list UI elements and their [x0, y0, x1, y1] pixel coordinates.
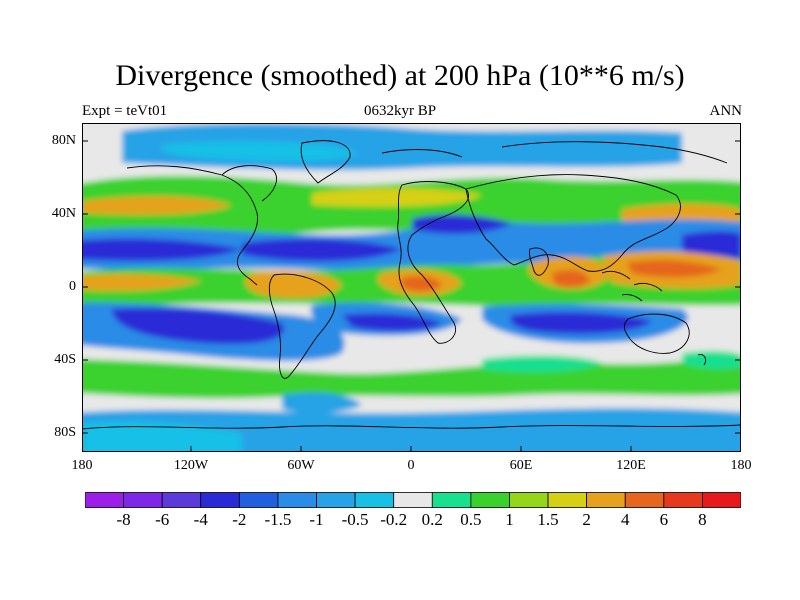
colorbar-swatch: [663, 492, 703, 508]
colorbar-tick-label: -2: [232, 510, 247, 529]
y-tick-label: 40S: [54, 352, 76, 367]
colorbar-swatch: [586, 492, 626, 508]
colorbar-tick-label: -6: [155, 510, 170, 529]
colorbar-tick-label: 2: [582, 510, 591, 529]
coastline-layer: [82, 140, 741, 430]
x-tick-label: 60W: [287, 458, 315, 473]
colorbar-swatch: [509, 492, 549, 508]
x-tick-label: 180: [730, 458, 752, 473]
x-tick-label: 120E: [616, 458, 646, 473]
colorbar-swatch: [354, 492, 395, 508]
colorbar-tick-label: -4: [193, 510, 208, 529]
period-label: 0632kyr BP: [363, 103, 437, 119]
colorbar-tick-label: 6: [659, 510, 669, 529]
colorbar-swatch: [277, 492, 317, 508]
y-tick-label: 80N: [51, 133, 76, 148]
experiment-label: Expt = teVt01: [82, 103, 168, 119]
colorbar-tick-label: -0.5: [341, 510, 369, 529]
colorbar-tick-label: 4: [620, 510, 630, 529]
colorbar-tick-label: 1: [505, 510, 514, 529]
colorbar-swatch: [200, 492, 240, 508]
colorbar-swatch: [624, 492, 665, 508]
x-tick-label: 180: [71, 458, 93, 473]
divergence-map: [82, 123, 741, 452]
colorbar: [85, 492, 741, 508]
y-tick-label: 0: [69, 279, 76, 294]
y-axis-ticks: [82, 140, 741, 434]
colorbar-tick-label: 8: [698, 510, 707, 529]
colorbar-tick-label: 0.5: [460, 510, 482, 529]
colorbar-swatch: [161, 492, 202, 508]
colorbar-swatch: [123, 492, 163, 508]
x-tick-label: 60E: [509, 458, 533, 473]
x-tick-label: 0: [407, 458, 415, 473]
colorbar-swatch: [238, 492, 279, 508]
season-label: ANN: [709, 103, 743, 119]
colorbar-tick-label: -1.5: [264, 510, 292, 529]
colorbar-tick-label: -8: [116, 510, 131, 529]
colorbar-tick-label: -0.2: [380, 510, 408, 529]
colorbar-tick-label: 0.2: [421, 510, 443, 529]
colorbar-swatch: [431, 492, 472, 508]
contour-fill-layer: [82, 123, 741, 452]
colorbar-tick-label: -1: [309, 510, 324, 529]
colorbar-swatch: [316, 492, 356, 508]
colorbar-swatch: [547, 492, 588, 508]
colorbar-swatch: [85, 492, 124, 508]
plot-title: Divergence (smoothed) at 200 hPa (10**6 …: [115, 59, 685, 92]
x-axis-ticks: [190, 446, 632, 452]
colorbar-swatch: [702, 492, 741, 508]
colorbar-tick-label: 1.5: [537, 510, 559, 529]
y-tick-label: 40N: [51, 206, 76, 221]
colorbar-swatch: [393, 492, 433, 508]
colorbar-swatch: [470, 492, 510, 508]
x-tick-label: 120W: [173, 458, 209, 473]
y-tick-label: 80S: [54, 425, 76, 440]
